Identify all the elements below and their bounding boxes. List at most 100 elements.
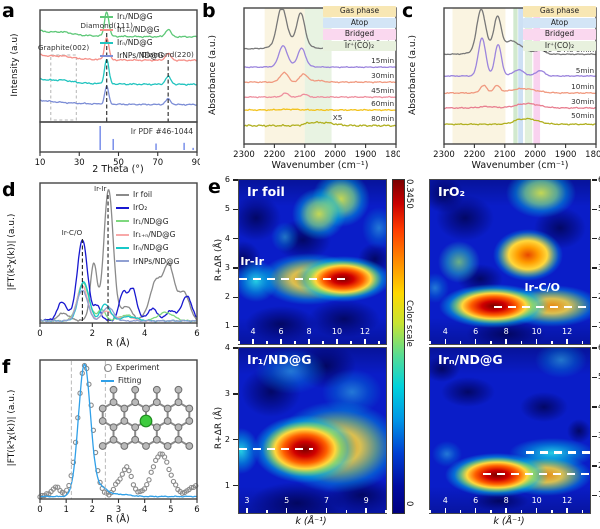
x-tick-label: 12: [562, 496, 573, 505]
x-tick-label: 70: [152, 158, 163, 168]
x-tick: [505, 508, 507, 513]
legend-d: Ir foil IrO₂ Ir₁/ND@G Ir₁₊ₙ/ND@G Irₙ/ND@G IrN…: [116, 188, 179, 268]
series-curve: [443, 84, 597, 95]
panel-letter-f: f: [2, 356, 11, 378]
line-swatch-icon: [100, 54, 113, 57]
y-tick-label: 4: [598, 234, 600, 243]
x-tick: [364, 339, 366, 344]
x-tick-label: 1800: [585, 150, 600, 160]
series-curve: [443, 8, 597, 56]
x-tick-label: 5: [284, 496, 290, 505]
x-tick: [551, 510, 553, 513]
y-tick: [591, 237, 597, 240]
y-tick: [591, 296, 597, 298]
legend-item: Ir₁₊ₙ/ND@G: [116, 228, 179, 241]
x-tick-label: 7: [323, 496, 329, 505]
y-tick: [232, 267, 238, 269]
y-tick-label: 6: [598, 175, 600, 184]
legend-item: Bridged: [523, 29, 596, 40]
x-tick: [385, 510, 387, 513]
y-axis-label-c: Absorbance (a.u.): [408, 35, 418, 116]
x-tick: [444, 508, 446, 513]
annotation: Ir-C/O: [62, 228, 83, 237]
carbon-atom: [109, 423, 118, 432]
panel-c: c 23002200210020001900180020°C He 0min5m…: [400, 0, 600, 175]
x-axis-label-d: R (Å): [106, 338, 130, 349]
x-tick-label: 6: [194, 505, 199, 515]
experiment-data-point: [141, 486, 148, 492]
legend-label: Irₙ/ND@G: [117, 38, 153, 47]
line-swatch-icon: [100, 41, 113, 44]
x-tick-label: 8: [503, 327, 509, 336]
x-tick-label: 4: [142, 505, 147, 515]
experiment-data-point: [146, 477, 152, 483]
heatmap-blob-layer: [430, 180, 590, 344]
plot-frame: [443, 7, 597, 145]
shaded-band: [524, 8, 533, 144]
series-curve: [39, 363, 198, 498]
y-tick: [591, 267, 597, 269]
annotation: 10min: [571, 82, 594, 91]
y-tick: [232, 296, 238, 298]
dashed-guide-line: [483, 472, 590, 476]
carbon-atom: [98, 417, 107, 425]
carbon-atom: [185, 404, 194, 413]
legend-item: Atop: [323, 17, 396, 28]
pdf-reference-label: Ir PDF #46-1044: [131, 127, 194, 136]
experiment-data-point: [126, 467, 132, 474]
y-tick-label: 1: [224, 321, 230, 331]
map-title: Ir₁/ND@G: [247, 352, 312, 367]
legend-item: Ir⁺(CO)₂: [323, 40, 396, 51]
carbon-atom: [98, 404, 107, 413]
heatmap-blob-layer: [239, 180, 386, 344]
legend-label: IrNPs/ND@G: [133, 256, 180, 266]
map-annotation: Ir-Ir: [240, 254, 264, 268]
drifts-chart-2: 23002200210020001900180020°C He 0min5min…: [433, 7, 600, 160]
series-curve: [243, 108, 397, 112]
x-axis-label-c: Wavenumber (cm⁻¹): [471, 160, 569, 171]
x-tick: [345, 510, 347, 513]
carbon-atom: [174, 423, 183, 432]
series-curve: [243, 45, 397, 69]
x-tick-label: 1: [63, 505, 68, 515]
y-tick: [591, 465, 597, 467]
experiment-data-point: [88, 402, 94, 408]
annotation: Ir-Ir: [94, 184, 106, 193]
carbon-atom: [152, 423, 161, 432]
carbon-atom: [142, 404, 150, 413]
x-tick-label: 12: [562, 327, 573, 336]
experiment-data-point: [164, 459, 170, 465]
experiment-data-point: [161, 454, 168, 460]
annotation: Graphite(002): [38, 43, 90, 52]
annotation: Diamond(220): [141, 50, 194, 59]
legend-label: Experiment: [116, 363, 160, 372]
legend-label: Ir foil: [133, 190, 153, 200]
y-tick-label: 6: [598, 343, 600, 352]
x-tick: [490, 341, 492, 344]
annotation: Diamond(111): [80, 21, 133, 30]
experiment-data-point: [135, 489, 141, 495]
iridium-atom: [139, 414, 153, 428]
carbon-atom: [109, 435, 118, 444]
x-tick: [581, 510, 584, 513]
heatmap-blob-layer: [430, 348, 590, 513]
shaded-band: [518, 8, 524, 144]
y-tick-label: 3: [224, 388, 230, 398]
experiment-data-point: [130, 482, 137, 488]
x-tick: [305, 510, 308, 513]
series-curve: [243, 71, 397, 84]
panel-letter-b: b: [202, 0, 216, 22]
y-tick: [232, 439, 238, 441]
legend-item: Fitting: [101, 374, 159, 387]
legend-item: IrNPs/ND@G: [100, 49, 163, 62]
series-curve: [39, 85, 198, 106]
x-tick-label: 6: [194, 329, 199, 339]
x-tick-label: 2000: [324, 150, 346, 160]
carbon-atom: [152, 398, 161, 407]
x-tick: [566, 508, 568, 513]
x-tick-label: 10: [531, 496, 542, 505]
x-tick-label: 1800: [385, 150, 400, 160]
experiment-data-point: [193, 483, 199, 489]
dashed-guide-line: [239, 447, 314, 451]
